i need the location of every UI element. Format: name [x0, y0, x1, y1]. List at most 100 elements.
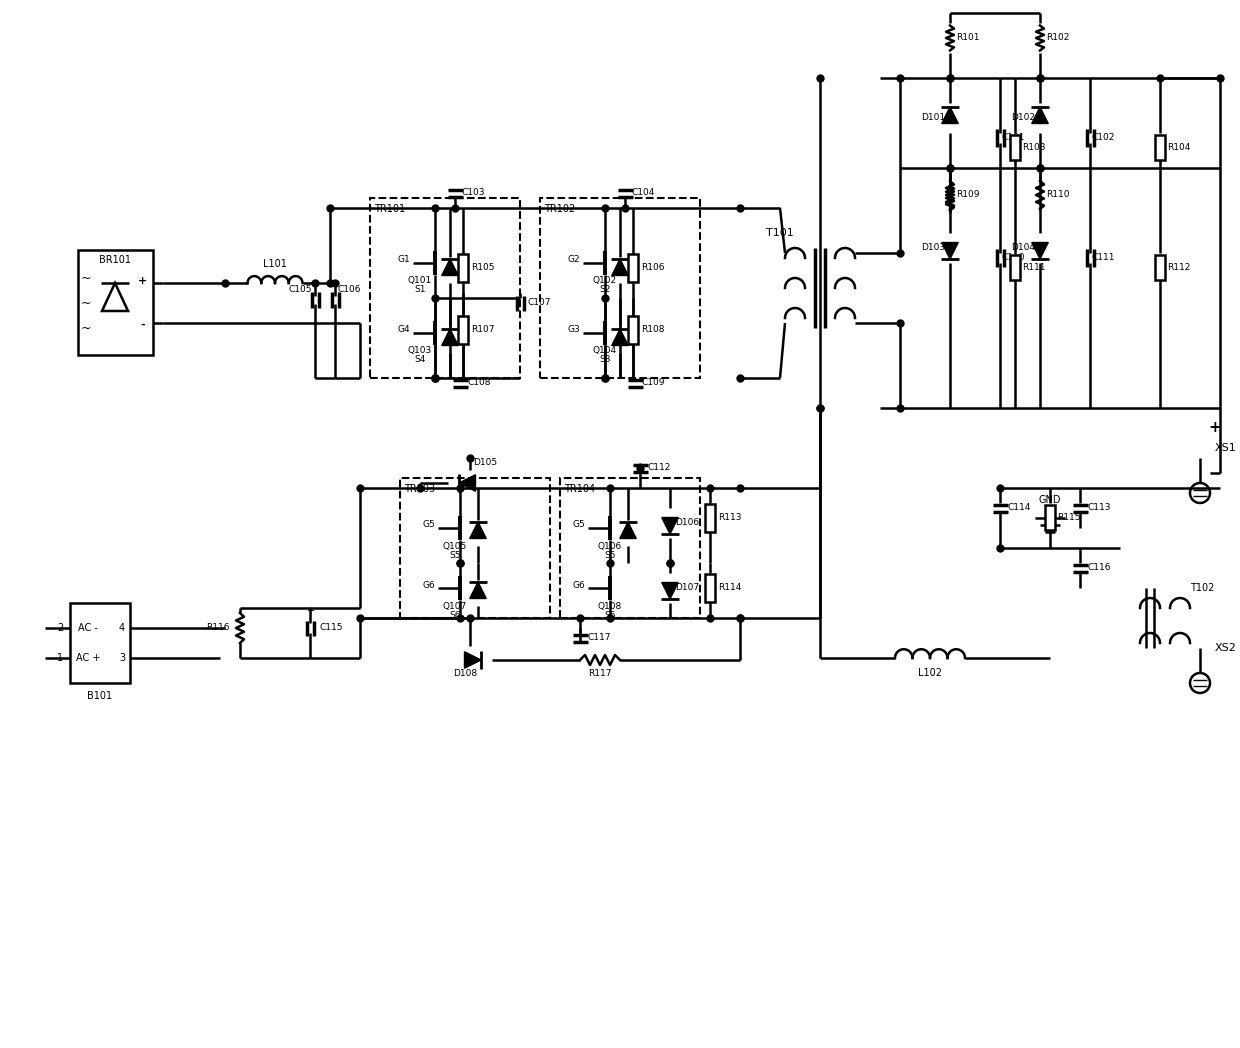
- Text: S1: S1: [414, 285, 425, 294]
- Text: -: -: [140, 320, 145, 330]
- Bar: [77, 250, 153, 355]
- Text: G5: G5: [423, 521, 435, 529]
- Text: C109: C109: [642, 378, 666, 388]
- Text: C108: C108: [467, 378, 491, 388]
- Text: Q101: Q101: [408, 277, 432, 285]
- Bar: [706, 504, 715, 532]
- Text: G4: G4: [397, 326, 410, 334]
- Text: D102: D102: [1011, 113, 1035, 123]
- Text: S5: S5: [604, 550, 616, 560]
- Text: G3: G3: [567, 326, 580, 334]
- Polygon shape: [441, 329, 459, 346]
- Text: Q106: Q106: [598, 542, 622, 550]
- Text: +: +: [138, 276, 148, 286]
- Polygon shape: [941, 107, 959, 124]
- Polygon shape: [1032, 242, 1048, 259]
- Text: D107: D107: [675, 584, 699, 592]
- Text: TR103: TR103: [404, 484, 435, 494]
- Text: R102: R102: [1047, 34, 1069, 43]
- Text: Q108: Q108: [598, 602, 622, 611]
- Bar: [401, 478, 551, 618]
- Text: Q104: Q104: [593, 347, 618, 355]
- Text: G6: G6: [423, 581, 435, 589]
- Bar: [627, 254, 639, 282]
- Text: T102: T102: [1190, 583, 1214, 593]
- Text: R113: R113: [718, 514, 742, 523]
- Polygon shape: [459, 475, 475, 492]
- Bar: [560, 478, 701, 618]
- Text: XS2: XS2: [1215, 643, 1236, 653]
- Text: C102: C102: [1091, 133, 1115, 143]
- Polygon shape: [1032, 107, 1048, 124]
- Text: C117: C117: [587, 633, 610, 642]
- Bar: [458, 254, 467, 282]
- Text: C115: C115: [320, 624, 343, 633]
- Text: R101: R101: [956, 34, 980, 43]
- Text: D103: D103: [921, 243, 945, 253]
- Bar: [1154, 135, 1166, 160]
- Text: 2: 2: [57, 623, 63, 633]
- Text: S5: S5: [449, 550, 461, 560]
- Text: 3: 3: [119, 653, 125, 663]
- Text: TR102: TR102: [544, 204, 575, 214]
- Bar: [706, 574, 715, 602]
- Text: R104: R104: [1167, 144, 1190, 153]
- Text: ~: ~: [81, 322, 91, 334]
- Text: D101: D101: [921, 113, 945, 123]
- Text: D105: D105: [472, 458, 497, 467]
- Text: Q103: Q103: [408, 347, 432, 355]
- Bar: [1011, 256, 1021, 281]
- Text: TR104: TR104: [564, 484, 595, 494]
- Text: C101: C101: [1001, 133, 1024, 143]
- Text: R108: R108: [641, 326, 665, 334]
- Text: C107: C107: [528, 299, 552, 307]
- Text: R109: R109: [956, 191, 980, 199]
- Text: L101: L101: [263, 259, 286, 269]
- Bar: [458, 316, 467, 344]
- Text: C116: C116: [1087, 564, 1111, 572]
- Text: S3: S3: [599, 355, 611, 365]
- Text: R103: R103: [1022, 144, 1045, 153]
- Text: C104: C104: [632, 189, 656, 197]
- Text: D106: D106: [675, 519, 699, 527]
- Text: D108: D108: [453, 669, 477, 677]
- Text: AC -: AC -: [78, 623, 98, 633]
- Text: BR101: BR101: [99, 256, 131, 265]
- Polygon shape: [662, 518, 678, 534]
- Text: R115: R115: [1056, 514, 1080, 523]
- Text: C113: C113: [1087, 503, 1111, 512]
- Text: C112: C112: [647, 463, 671, 473]
- Text: TR101: TR101: [374, 204, 405, 214]
- Polygon shape: [470, 582, 486, 598]
- Text: S4: S4: [414, 355, 425, 365]
- Text: 1: 1: [57, 653, 63, 663]
- Text: C110: C110: [1001, 254, 1024, 262]
- Polygon shape: [470, 522, 486, 539]
- Text: C106: C106: [339, 285, 362, 294]
- Bar: [539, 198, 701, 378]
- Text: C103: C103: [463, 189, 486, 197]
- Polygon shape: [465, 652, 481, 669]
- Text: S2: S2: [599, 285, 610, 294]
- Text: Q107: Q107: [443, 602, 467, 611]
- Text: 4: 4: [119, 623, 125, 633]
- Text: +: +: [306, 606, 314, 616]
- Text: R110: R110: [1047, 191, 1069, 199]
- Text: R114: R114: [718, 584, 742, 592]
- Bar: [627, 316, 639, 344]
- Bar: [1011, 135, 1021, 160]
- Text: C114: C114: [1007, 503, 1030, 512]
- Text: B101: B101: [88, 691, 113, 701]
- Text: D104: D104: [1011, 243, 1035, 253]
- Text: R116: R116: [207, 624, 229, 633]
- Text: T101: T101: [766, 228, 794, 238]
- Text: Q105: Q105: [443, 542, 467, 550]
- Text: G1: G1: [397, 256, 410, 264]
- Text: R107: R107: [471, 326, 495, 334]
- Text: R117: R117: [588, 670, 611, 678]
- Bar: [1154, 256, 1166, 281]
- Text: S6: S6: [604, 611, 616, 619]
- Polygon shape: [620, 522, 636, 539]
- Text: G5: G5: [572, 521, 585, 529]
- Text: S6: S6: [449, 611, 461, 619]
